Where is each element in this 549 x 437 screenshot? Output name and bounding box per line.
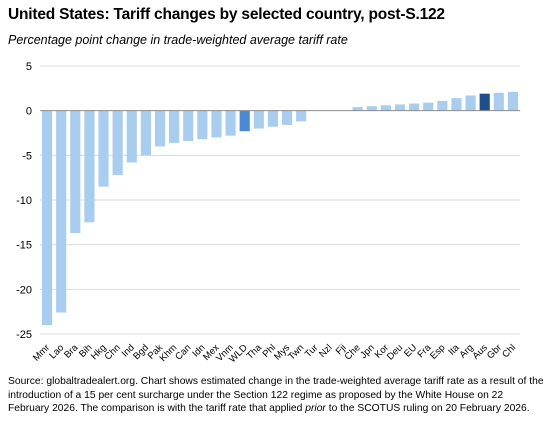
bar-twn xyxy=(296,110,307,122)
y-tick-label: -15 xyxy=(16,240,32,252)
bar-bih xyxy=(84,110,95,223)
bar-pak xyxy=(154,110,166,147)
x-tick-label: Chl xyxy=(500,342,518,360)
bar-kor xyxy=(380,105,391,111)
chart-title: United States: Tariff changes by selecte… xyxy=(8,6,445,23)
bar-chl xyxy=(507,91,519,111)
bar-khm xyxy=(169,110,180,143)
source-text: Source: globaltradealert.org. Chart show… xyxy=(8,376,544,415)
y-tick-label: -10 xyxy=(16,195,32,207)
bars xyxy=(41,91,519,326)
bar-wld xyxy=(239,110,250,132)
bar-ita xyxy=(451,98,462,111)
bar-gbr xyxy=(493,92,504,111)
bar-mmr xyxy=(41,110,53,326)
y-tick-label: -5 xyxy=(22,150,32,162)
x-tick-label: Esp xyxy=(428,342,447,361)
bar-eu xyxy=(409,103,420,111)
bar-aus xyxy=(479,93,490,111)
y-tick-label: 5 xyxy=(26,61,32,73)
source-note: Source: globaltradealert.org. Chart show… xyxy=(8,375,544,416)
bar-mys xyxy=(281,110,293,125)
bar-lao xyxy=(56,110,67,313)
bar-ind xyxy=(126,110,137,163)
x-tick-label: Nzl xyxy=(317,342,334,359)
bar-idn xyxy=(197,110,208,140)
bar-bgd xyxy=(140,110,151,156)
bar-fra xyxy=(423,102,434,111)
bar-esp xyxy=(437,100,448,111)
bar-chn xyxy=(112,110,123,175)
bar-phl xyxy=(267,110,279,127)
bar-jpn xyxy=(366,106,377,111)
bar-vnm xyxy=(225,110,236,136)
y-tick-label: 0 xyxy=(26,106,32,118)
gridlines xyxy=(40,65,520,335)
bar-can xyxy=(183,110,194,142)
bar-deu xyxy=(394,104,406,111)
bar-hkg xyxy=(98,110,109,187)
chart-subtitle: Percentage point change in trade-weighte… xyxy=(8,33,348,47)
y-tick-label: -20 xyxy=(16,284,32,296)
y-tick-label: -25 xyxy=(16,329,32,341)
source-emphasis: prior xyxy=(305,403,326,415)
bar-chart: 50-5-10-15-20-25MmrLaoBraBihHkgChnIndBgd… xyxy=(16,61,520,365)
bar-che xyxy=(352,107,363,111)
bar-bra xyxy=(70,110,81,234)
bar-arg xyxy=(465,95,476,111)
bar-mex xyxy=(211,110,222,138)
bar-tha xyxy=(253,110,264,129)
source-text-end: to the SCOTUS ruling on 20 February 2026… xyxy=(325,403,530,415)
